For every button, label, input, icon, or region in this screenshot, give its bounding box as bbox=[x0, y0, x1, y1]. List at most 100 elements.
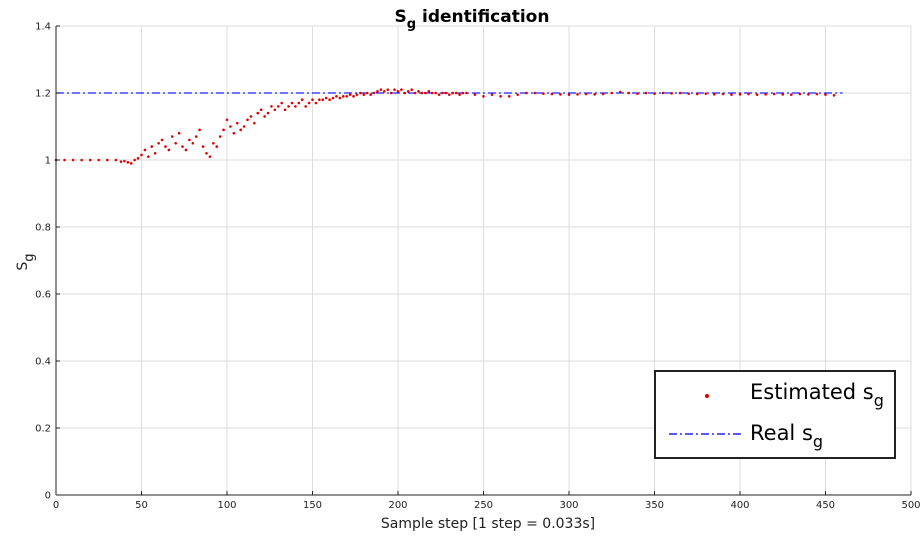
y-tick-label-5: 1 bbox=[45, 156, 51, 167]
legend: Estimated sg Real sg bbox=[654, 370, 896, 459]
series-estimated-point-91 bbox=[403, 91, 407, 95]
series-estimated-point-129 bbox=[636, 92, 639, 95]
series-estimated-point-4 bbox=[88, 158, 92, 162]
series-estimated-point-51 bbox=[266, 111, 270, 115]
x-tick-label-3: 150 bbox=[303, 500, 322, 511]
series-estimated-point-73 bbox=[341, 95, 345, 98]
y-tick-label-2: 0.4 bbox=[35, 357, 51, 368]
series-estimated-point-104 bbox=[448, 93, 451, 96]
series-estimated-point-128 bbox=[627, 91, 631, 95]
series-estimated-point-77 bbox=[355, 93, 359, 96]
series-estimated-point-108 bbox=[461, 91, 465, 95]
series-estimated-point-48 bbox=[256, 111, 260, 115]
series-estimated-point-86 bbox=[386, 88, 390, 91]
series-estimated-point-147 bbox=[790, 93, 793, 96]
x-axis-title: Sample step [1 step = 0.033s] bbox=[381, 516, 595, 532]
series-estimated-point-72 bbox=[338, 96, 342, 100]
series-estimated-point-41 bbox=[232, 131, 236, 135]
series-estimated-point-6 bbox=[106, 158, 109, 162]
series-estimated-point-93 bbox=[410, 88, 413, 91]
series-estimated-point-23 bbox=[170, 135, 174, 138]
series-estimated-point-18 bbox=[153, 152, 157, 155]
series-estimated-point-65 bbox=[314, 101, 318, 105]
series-estimated-point-1 bbox=[63, 158, 66, 162]
series-estimated-point-39 bbox=[225, 118, 229, 122]
series-estimated-point-135 bbox=[687, 92, 690, 95]
series-estimated-point-87 bbox=[389, 91, 393, 95]
series-estimated-point-142 bbox=[747, 92, 750, 96]
series-estimated-point-132 bbox=[661, 91, 665, 95]
y-tick-label-3: 0.6 bbox=[35, 290, 51, 301]
series-estimated-point-26 bbox=[181, 145, 184, 148]
series-estimated-point-114 bbox=[507, 95, 511, 98]
y-tick-label-1: 0.2 bbox=[35, 424, 51, 435]
x-tick-label-4: 200 bbox=[388, 500, 407, 511]
series-estimated-point-106 bbox=[454, 91, 458, 95]
series-estimated-point-92 bbox=[406, 90, 410, 93]
y-axis-title: Sg bbox=[15, 253, 37, 270]
series-estimated-point-118 bbox=[542, 92, 545, 95]
series-estimated-point-50 bbox=[263, 115, 266, 118]
y-tick-label-0: 0 bbox=[45, 491, 51, 502]
series-estimated-point-121 bbox=[567, 93, 571, 96]
series-estimated-point-21 bbox=[164, 145, 167, 148]
series-estimated-point-81 bbox=[369, 93, 372, 96]
series-estimated-point-15 bbox=[143, 148, 147, 152]
series-estimated-point-145 bbox=[772, 92, 776, 96]
series-estimated-point-138 bbox=[713, 93, 716, 96]
series-estimated-point-67 bbox=[321, 98, 325, 101]
series-estimated-point-99 bbox=[430, 91, 434, 95]
series-estimated-point-61 bbox=[300, 98, 304, 101]
series-estimated-point-68 bbox=[324, 96, 328, 100]
series-estimated-point-139 bbox=[721, 92, 725, 96]
series-estimated-point-125 bbox=[601, 92, 605, 96]
series-estimated-point-105 bbox=[451, 91, 455, 95]
series-estimated-point-143 bbox=[755, 93, 759, 96]
series-estimated-point-29 bbox=[191, 141, 195, 145]
series-estimated-point-95 bbox=[417, 90, 420, 93]
series-estimated-point-116 bbox=[524, 91, 528, 95]
series-estimated-point-16 bbox=[147, 155, 150, 158]
series-estimated-point-100 bbox=[434, 91, 437, 95]
series-estimated-point-109 bbox=[465, 91, 468, 95]
series-estimated-point-141 bbox=[738, 93, 742, 96]
series-estimated-point-11 bbox=[129, 162, 133, 165]
series-estimated-point-31 bbox=[198, 128, 201, 132]
series-estimated-point-98 bbox=[427, 90, 431, 93]
series-estimated-point-137 bbox=[704, 92, 708, 95]
series-estimated-point-136 bbox=[695, 92, 699, 96]
legend-box bbox=[654, 370, 896, 459]
series-estimated-point-82 bbox=[372, 91, 376, 95]
series-estimated-point-113 bbox=[499, 95, 502, 98]
x-tick-label-9: 450 bbox=[816, 500, 835, 511]
y-tick-label-7: 1.4 bbox=[35, 22, 51, 33]
series-estimated-point-7 bbox=[114, 158, 118, 162]
series-estimated-point-28 bbox=[188, 138, 191, 142]
series-estimated-point-126 bbox=[610, 91, 614, 95]
series-estimated-point-122 bbox=[576, 93, 579, 96]
series-estimated-point-37 bbox=[218, 135, 222, 138]
series-estimated-point-111 bbox=[482, 95, 485, 98]
series-estimated-point-101 bbox=[437, 93, 441, 96]
series-estimated-point-12 bbox=[133, 158, 136, 162]
series-estimated-point-27 bbox=[184, 148, 188, 152]
x-tick-label-1: 50 bbox=[135, 500, 148, 511]
series-estimated-point-38 bbox=[222, 128, 225, 132]
series-estimated-point-150 bbox=[815, 92, 819, 96]
series-estimated-point-140 bbox=[730, 93, 733, 96]
series-estimated-point-76 bbox=[352, 95, 355, 98]
series-estimated-point-3 bbox=[80, 158, 83, 162]
x-tick-label-8: 400 bbox=[730, 500, 749, 511]
series-estimated-point-84 bbox=[379, 88, 383, 91]
series-estimated-point-107 bbox=[458, 93, 461, 96]
series-estimated-point-124 bbox=[593, 93, 596, 96]
series-estimated-point-62 bbox=[304, 105, 307, 108]
series-estimated-point-60 bbox=[297, 101, 301, 105]
series-estimated-point-13 bbox=[136, 157, 140, 160]
series-estimated-point-120 bbox=[559, 93, 562, 96]
series-estimated-point-88 bbox=[393, 88, 396, 91]
series-estimated-point-56 bbox=[283, 108, 287, 112]
series-estimated-point-66 bbox=[318, 98, 321, 101]
series-estimated-point-57 bbox=[287, 105, 290, 108]
